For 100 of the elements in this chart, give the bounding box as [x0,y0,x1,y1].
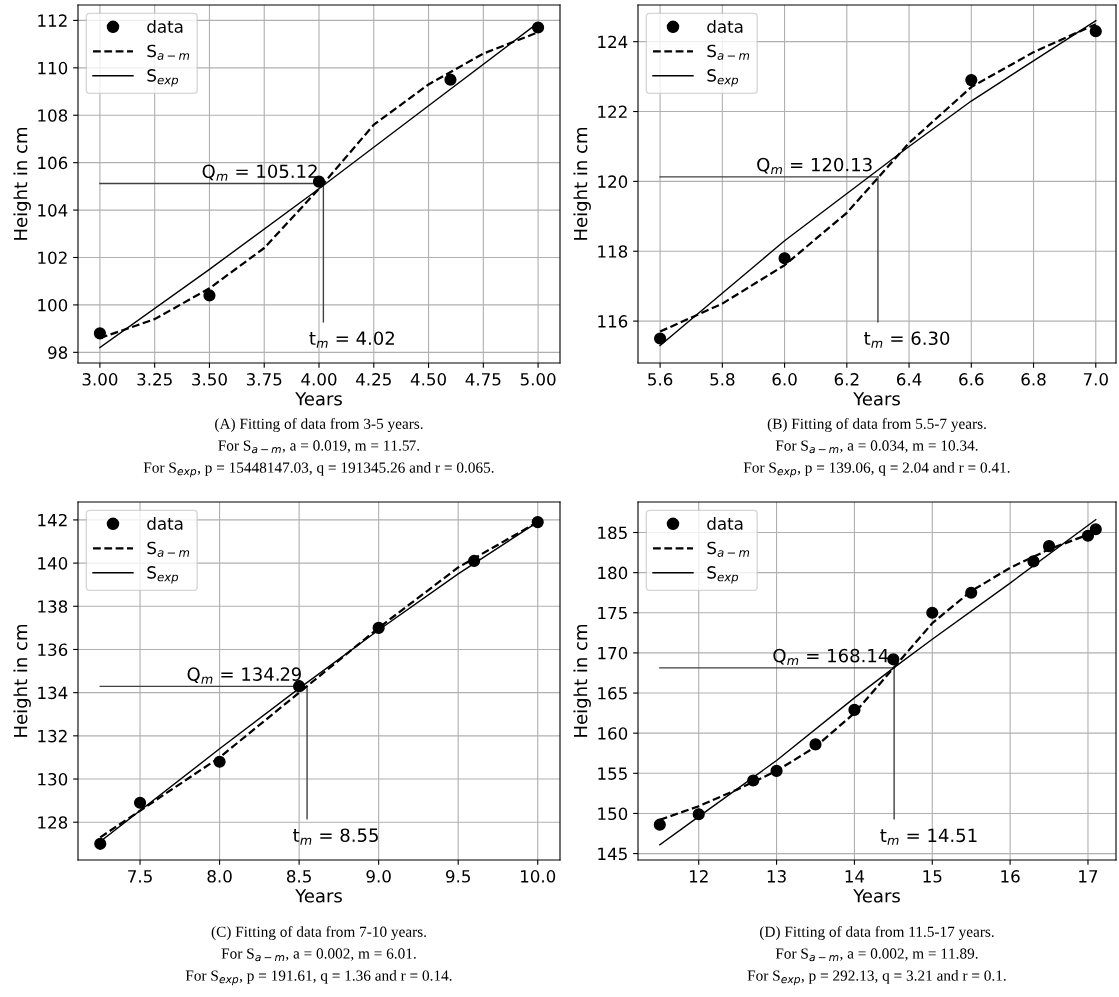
y-tick-label: 142 [38,513,67,527]
y-axis-title: Height in cm [13,624,31,737]
point [770,764,783,777]
x-tick-label: 17 [1079,870,1098,883]
point [1081,529,1095,542]
legend-label: data [707,20,743,33]
text: For S$_{exp}$, p = 139.06, q = 2.04 and r = 0.41. [743,462,1010,478]
legend-label: data [147,517,183,530]
legend-label: data [147,20,183,33]
y-tick-label: 165 [598,687,627,700]
y-tick-label: 124 [598,35,628,49]
y-tick-label: 122 [598,105,627,118]
ref-line-label: Q$_{m}$ = 120.13 [757,157,872,175]
y-tick-label: 136 [38,643,68,657]
text: (B) Fitting of data from 5.5-7 years. [767,418,986,433]
y-tick-label: 110 [38,61,68,75]
y-tick-label: 170 [598,646,628,660]
ref-line-label: Q$_{m}$ = 168.14 [773,648,889,666]
x-tick-label: 6.0 [772,373,797,386]
point [372,621,385,634]
y-tick-label: 112 [38,14,67,27]
x-tick-label: 15 [923,870,942,883]
point [203,289,216,302]
ref-line-label: Q$_{m}$ = 134.29 [187,667,301,684]
point [965,586,978,599]
y-tick-label: 138 [38,600,68,613]
y-tick-label: 102 [38,251,67,265]
text: (D) Fitting of data from 11.5-17 years. [760,926,994,941]
point [887,653,900,666]
text: For S$_{exp}$, p = 15448147.03, q = 191345.26 and r = 0.065. [143,462,494,478]
y-axis-title: Height in cm [573,127,591,240]
text: For S$_{exp}$, p = 292.13, q = 3.21 and r = 0.1. [747,970,1006,986]
y-tick-label: 108 [38,109,68,122]
point [444,73,457,86]
point [532,21,545,34]
x-tick-label: 4.50 [410,373,446,386]
point [531,516,544,529]
x-tick-label: 9.0 [366,870,391,883]
x-tick-label: 4.00 [301,373,337,386]
y-tick-label: 120 [598,175,628,188]
x-tick-label: 5.6 [648,373,673,386]
x-axis-title: Years [853,889,900,903]
text: For S$_{a−m}$, a = 0.019, m = 11.57. [218,440,420,454]
legend-label: S$_{a−m}$ [707,541,750,557]
x-tick-label: 4.75 [465,373,501,386]
text: For S$_{a−m}$, a = 0.002, m = 11.89. [775,948,978,962]
x-tick-label: 4.25 [356,373,391,386]
x-tick-label: 14 [845,870,865,883]
point [653,818,666,831]
x-tick-label: 8.5 [286,870,311,883]
y-tick-label: 140 [38,557,68,570]
x-axis-title: Years [295,392,342,406]
y-tick-label: 132 [38,729,67,743]
x-tick-label: 6.6 [959,373,984,386]
y-tick-label: 106 [38,156,68,170]
point [778,252,791,265]
point [213,755,226,768]
legend-label: S$_{exp}$ [147,69,179,87]
point [293,680,306,693]
point [133,796,147,809]
legend-label: S$_{a−m}$ [147,44,190,60]
y-tick-label: 118 [598,245,628,258]
point [654,332,667,345]
y-tick-label: 134 [38,686,68,700]
y-axis-title: Height in cm [13,127,31,240]
x-tick-label: 5.8 [710,373,735,386]
legend-label: S$_{exp}$ [707,69,739,87]
ref-line-label: t$_{m}$ = 4.02 [309,331,394,348]
y-axis-title: Height in cm [573,624,591,737]
legend-label: S$_{exp}$ [707,566,739,584]
x-tick-label: 6.4 [896,373,922,386]
y-tick-label: 145 [598,847,627,861]
x-tick-label: 3.00 [82,373,118,386]
ref-line-label: t$_{m}$ = 14.51 [880,828,977,845]
text: For S$_{a−m}$, a = 0.002, m = 6.01. [221,948,416,962]
point [94,837,107,850]
x-tick-label: 6.2 [834,373,859,386]
x-tick-label: 12 [689,870,708,883]
y-tick-label: 185 [598,526,627,540]
x-tick-label: 6.8 [1021,373,1046,386]
text: (A) Fitting of data from 3-5 years. [215,418,423,433]
x-axis-title: Years [853,392,900,406]
point [692,808,705,821]
x-tick-label: 8.0 [207,870,232,883]
y-tick-label: 98 [48,346,68,359]
x-axis-title: Years [295,889,342,903]
ref-line-label: Q$_{m}$ = 105.12 [202,164,317,181]
legend-label: S$_{a−m}$ [707,44,750,60]
point [1089,523,1102,536]
y-tick-label: 116 [598,315,628,328]
point [93,327,106,340]
y-tick-label: 175 [598,606,627,620]
y-tick-label: 155 [598,767,627,780]
x-tick-label: 5.00 [520,373,556,386]
x-tick-label: 9.5 [445,870,470,883]
point [965,74,978,87]
x-tick-label: 7.0 [1083,373,1108,386]
point [1027,555,1040,568]
point [1089,25,1102,38]
point [848,703,861,716]
